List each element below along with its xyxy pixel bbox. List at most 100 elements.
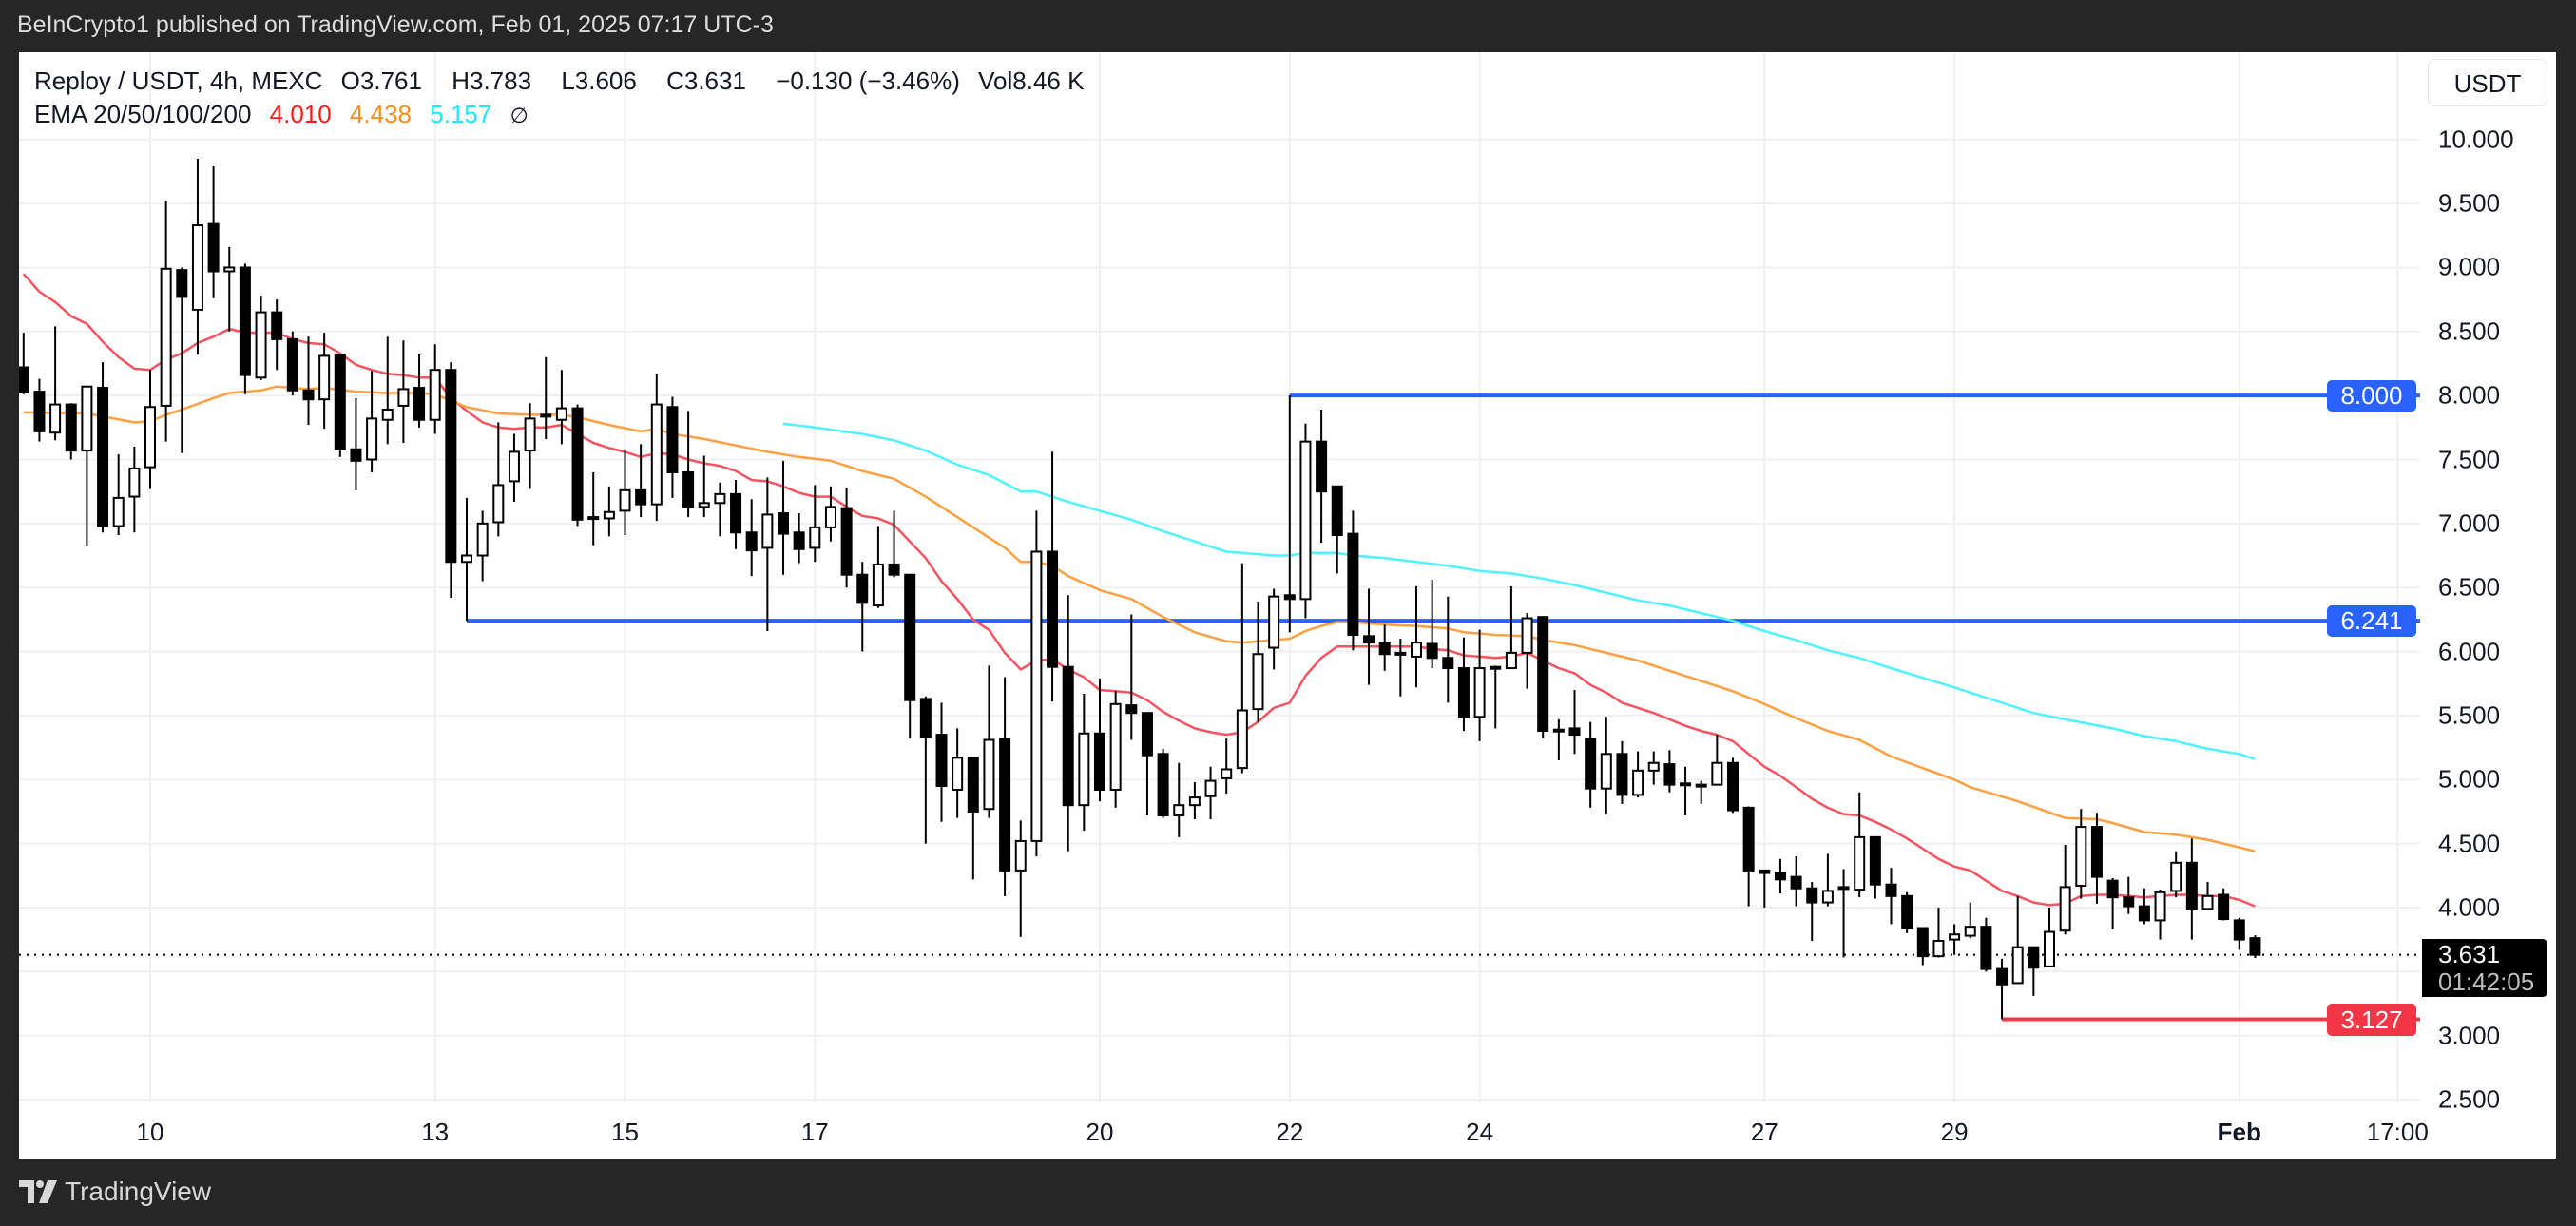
bullish-candle[interactable] — [824, 486, 836, 542]
bearish-candle[interactable] — [1996, 958, 2009, 1020]
bearish-candle[interactable] — [1094, 678, 1105, 802]
bullish-candle[interactable] — [1268, 588, 1280, 670]
bearish-candle[interactable] — [935, 702, 948, 822]
bullish-candle[interactable] — [1252, 602, 1264, 722]
bearish-candle[interactable] — [1663, 750, 1676, 793]
bullish-candle[interactable] — [619, 449, 631, 535]
currency-button[interactable]: USDT — [2428, 59, 2547, 106]
bearish-candle[interactable] — [1790, 856, 1802, 907]
bullish-candle[interactable] — [1236, 563, 1248, 774]
bearish-candle[interactable] — [840, 488, 853, 588]
bearish-candle[interactable] — [2123, 876, 2135, 914]
bearish-candle[interactable] — [1442, 596, 1454, 703]
bearish-candle[interactable] — [919, 696, 932, 844]
bullish-candle[interactable] — [476, 510, 489, 582]
bearish-candle[interactable] — [1047, 451, 1059, 702]
tradingview-logo[interactable]: TradingView — [19, 1177, 211, 1207]
bearish-candle[interactable] — [1980, 917, 1992, 972]
bearish-candle[interactable] — [65, 403, 77, 460]
bearish-candle[interactable] — [1727, 757, 1739, 814]
bearish-candle[interactable] — [239, 263, 251, 394]
bearish-candle[interactable] — [1616, 740, 1628, 804]
ema-title[interactable]: EMA 20/50/100/200 — [34, 100, 252, 128]
bearish-candle[interactable] — [413, 354, 426, 428]
bullish-candle[interactable] — [1204, 766, 1217, 820]
bearish-candle[interactable] — [856, 562, 869, 652]
bearish-candle[interactable] — [2233, 917, 2245, 950]
bearish-candle[interactable] — [97, 362, 109, 533]
bullish-candle[interactable] — [112, 454, 125, 535]
bearish-candle[interactable] — [1347, 510, 1359, 651]
bullish-candle[interactable] — [698, 455, 710, 518]
bullish-candle[interactable] — [223, 246, 236, 332]
bullish-candle[interactable] — [587, 471, 600, 546]
bullish-candle[interactable] — [1078, 694, 1090, 832]
bearish-candle[interactable] — [1916, 927, 1929, 966]
bearish-candle[interactable] — [2090, 813, 2103, 904]
bullish-candle[interactable] — [1949, 924, 1961, 955]
bullish-candle[interactable] — [1188, 781, 1201, 820]
bearish-candle[interactable] — [1885, 868, 1897, 925]
bullish-candle[interactable] — [714, 482, 726, 537]
bullish-candle[interactable] — [1014, 820, 1027, 937]
bullish-candle[interactable] — [952, 728, 964, 818]
bearish-candle[interactable] — [1363, 588, 1375, 685]
bullish-candle[interactable] — [2044, 907, 2055, 967]
bullish-candle[interactable] — [144, 370, 156, 489]
bullish-candle[interactable] — [1173, 762, 1185, 837]
bearish-candle[interactable] — [999, 677, 1011, 896]
chart-panel[interactable] — [19, 52, 2556, 1159]
bearish-candle[interactable] — [1283, 395, 1296, 633]
bearish-candle[interactable] — [1774, 858, 1786, 894]
bearish-candle[interactable] — [1457, 637, 1470, 732]
bearish-candle[interactable] — [666, 396, 679, 498]
bullish-candle[interactable] — [809, 485, 821, 563]
bearish-candle[interactable] — [1585, 721, 1597, 808]
bullish-candle[interactable] — [540, 356, 552, 439]
bearish-candle[interactable] — [1806, 882, 1818, 941]
bullish-candle[interactable] — [872, 526, 884, 608]
bearish-candle[interactable] — [1157, 748, 1169, 818]
bullish-candle[interactable] — [397, 340, 410, 443]
bullish-candle[interactable] — [461, 497, 472, 622]
symbol-title[interactable]: Reploy / USDT, 4h, MEXC — [34, 67, 323, 95]
bullish-candle[interactable] — [524, 403, 536, 489]
bearish-candle[interactable] — [2028, 946, 2040, 996]
bullish-candle[interactable] — [508, 433, 520, 502]
bearish-candle[interactable] — [2185, 838, 2198, 940]
bullish-candle[interactable] — [2059, 844, 2071, 935]
bullish-candle[interactable] — [2075, 809, 2087, 899]
bullish-candle[interactable] — [81, 385, 93, 547]
bullish-candle[interactable] — [1411, 585, 1422, 688]
bullish-candle[interactable] — [318, 333, 331, 430]
bearish-candle[interactable] — [1742, 806, 1755, 907]
bearish-candle[interactable] — [1125, 614, 1138, 740]
bullish-candle[interactable] — [1632, 751, 1644, 798]
bullish-candle[interactable] — [1521, 613, 1533, 689]
bearish-candle[interactable] — [793, 513, 805, 564]
bullish-candle[interactable] — [1109, 691, 1122, 808]
bullish-candle[interactable] — [429, 344, 441, 434]
bullish-candle[interactable] — [1647, 751, 1660, 785]
bullish-candle[interactable] — [761, 477, 774, 631]
bearish-candle[interactable] — [33, 378, 46, 442]
bullish-candle[interactable] — [1854, 792, 1866, 898]
bearish-candle[interactable] — [888, 510, 900, 578]
bearish-candle[interactable] — [207, 166, 220, 298]
bearish-candle[interactable] — [1378, 624, 1391, 671]
bullish-candle[interactable] — [1221, 738, 1233, 795]
bearish-candle[interactable] — [967, 757, 979, 880]
bearish-candle[interactable] — [1141, 712, 1153, 815]
bearish-candle[interactable] — [302, 336, 315, 426]
bearish-candle[interactable] — [635, 444, 647, 518]
bullish-candle[interactable] — [1837, 869, 1850, 958]
bullish-candle[interactable] — [983, 665, 995, 818]
bullish-candle[interactable] — [1964, 902, 1976, 939]
bearish-candle[interactable] — [350, 397, 362, 490]
bearish-candle[interactable] — [2138, 888, 2150, 925]
bearish-candle[interactable] — [745, 499, 758, 577]
bullish-candle[interactable] — [160, 201, 172, 442]
bullish-candle[interactable] — [1711, 735, 1723, 786]
bearish-candle[interactable] — [1316, 409, 1328, 544]
bearish-candle[interactable] — [1394, 639, 1407, 697]
